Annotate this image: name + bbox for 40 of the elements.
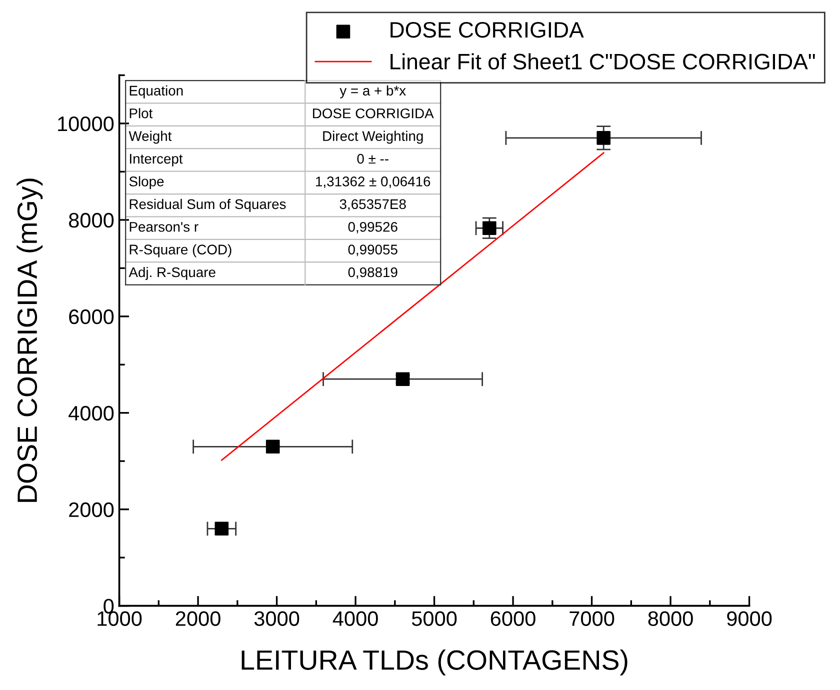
y-tick-label: 2000	[69, 502, 114, 518]
legend-label: DOSE CORRIGIDA	[390, 22, 584, 38]
x-tick-label: 4000	[332, 611, 378, 626]
annotation: 0,98819	[348, 267, 398, 279]
x-tick-label: 5000	[412, 611, 457, 626]
annotation: Weight	[128, 130, 172, 144]
annotation: Slope	[129, 176, 164, 190]
annotation: 3,65357E8	[340, 199, 406, 211]
annotation: Equation	[130, 85, 183, 98]
x-tick-label: 8000	[648, 611, 693, 626]
annotation: 0,99526	[348, 222, 398, 234]
point	[482, 221, 496, 236]
annotation: Direct Weighting	[323, 130, 423, 144]
y-tick-label: 8000	[68, 212, 114, 228]
annotation: Plot	[130, 108, 153, 118]
annotation: 0 ± --	[357, 154, 388, 164]
x-axis-title: LEITURA TLDs (CONTAGENS)	[242, 650, 628, 676]
legend-label: Linear Fit of Sheet1 C"DOSE CORRIGIDA"	[390, 53, 815, 70]
x-tick-label: 3000	[254, 611, 300, 626]
annotation: Intercept	[130, 154, 183, 166]
x-tick-label: 7000	[570, 611, 614, 626]
y-tick-label: 10000	[58, 116, 114, 132]
point	[214, 522, 229, 536]
x-tick-label: 2000	[176, 611, 220, 626]
annotation: 0,99055	[348, 244, 398, 256]
point	[596, 131, 610, 145]
annotation: 1,31362 ± 0,06416	[316, 176, 430, 188]
y-axis-title: DOSE CORRIGIDA (mGy)	[16, 178, 43, 502]
annotation: Pearson's r	[130, 222, 198, 232]
x-tick-label: 9000	[727, 611, 772, 626]
x-tick-label: 6000	[490, 611, 536, 626]
point	[266, 440, 280, 454]
annotation: Residual Sum of Squares	[130, 198, 286, 212]
y-tick-label: 6000	[69, 309, 114, 324]
annotation: Adj. R-Square	[128, 266, 216, 280]
annotation: R-Square (COD)	[130, 244, 232, 258]
point	[396, 372, 410, 386]
y-tick-label: 4000	[68, 406, 114, 421]
annotation: DOSE CORRIGIDA	[313, 108, 434, 118]
annotation: y = a + b*x	[340, 85, 406, 98]
